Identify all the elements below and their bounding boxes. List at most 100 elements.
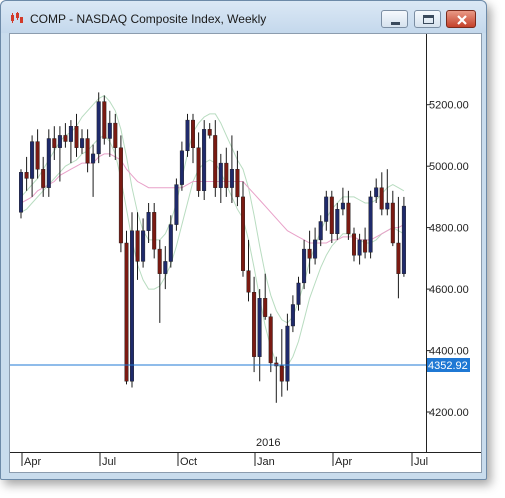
candle-body [68,125,73,142]
candle-body [107,122,112,139]
candle-body [318,221,323,241]
candle-body [196,147,201,191]
candle-body [379,187,384,210]
upper-band-line [20,94,405,324]
candle-body [263,298,268,317]
candle-body [390,202,395,244]
chart-window: COMP - NASDAQ Composite Index, Weekly [0,0,487,480]
close-icon [457,15,467,25]
candle-body [374,187,379,198]
candle-body [290,304,295,327]
candle-body [401,205,406,274]
candle-body [329,196,334,234]
candle-body [63,135,68,142]
candle-body [235,168,240,198]
candle-body [152,212,157,250]
candle-body [279,365,284,382]
candle-body [340,202,345,210]
candle-body [52,138,57,148]
candle-body [368,196,373,253]
y-tick-label: 4800.00 [429,223,469,235]
x-tick-label: Oct [180,456,197,468]
candle-body [335,208,340,234]
y-tick-label: 5000.00 [429,161,469,173]
window-title: COMP - NASDAQ Composite Index, Weekly [30,12,267,26]
candlestick-chart[interactable]: 4352.92 5200.00 5000.00 4800.00 4600.00 4400… [10,34,481,472]
x-tick-label: Apr [335,456,352,468]
candle-body [285,325,290,382]
x-tick-label: Jan [257,456,275,468]
candle-body [207,129,212,136]
candle-body [74,125,79,148]
candle-body [213,135,218,188]
candle-body [274,362,279,367]
candle-body [307,248,312,259]
x-tick-label: Apr [24,456,41,468]
moving-average-bands [20,94,405,370]
candle-body [30,141,35,179]
candle-body [313,239,318,259]
candle-body [146,212,151,231]
chart-panel[interactable]: 4352.92 5200.00 5000.00 4800.00 4600.00 4400… [9,33,482,473]
candle-body [163,261,168,274]
candle-body [96,101,101,155]
minimize-button[interactable] [381,10,408,28]
candle-body [57,135,62,148]
y-tick-label: 4600.00 [429,284,469,296]
candle-body [80,138,85,148]
candle-body [118,147,123,244]
maximize-button[interactable] [414,10,441,28]
year-label: 2016 [256,437,280,449]
candle-body [24,172,29,179]
candle-body [135,230,140,262]
candle-body [185,119,190,151]
candle-body [240,196,245,271]
candles [18,92,406,403]
candle-body [324,196,329,222]
candle-body [190,119,195,148]
candle-body [157,248,162,274]
candle-body [352,233,357,256]
y-tick-label: 4200.00 [429,407,469,419]
current-price-tag [427,358,470,372]
candle-body [229,168,234,188]
close-button[interactable] [446,10,476,28]
plot-area[interactable] [10,34,426,472]
minimize-icon [391,22,400,25]
candle-body [252,292,257,357]
candle-body [129,230,134,382]
candle-body [346,202,351,234]
candle-body [396,242,401,274]
candle-body [46,138,51,188]
candle-body [357,239,362,256]
current-price-marker: 4352.92 [10,358,470,372]
moving-average-line [20,153,405,244]
candle-body [124,242,129,382]
y-tick-label: 5200.00 [429,100,469,112]
y-axis-ticks: 5200.00 5000.00 4800.00 4600.00 4400.00 4200.… [426,100,469,419]
lower-band-line [20,134,405,370]
candlestick-chart-icon [11,12,23,23]
maximize-icon [423,15,434,24]
candle-body [174,184,179,225]
x-axis-ticks: Apr Jul Oct Jan Apr Jul [21,452,428,468]
y-tick-label: 4400.00 [429,346,469,358]
candle-body [91,153,96,164]
candle-body [246,270,251,293]
candle-body [41,168,46,188]
candle-body [102,101,107,139]
x-tick-label: Jul [102,456,116,468]
candle-body [268,316,273,364]
current-price-label: 4352.92 [428,360,468,372]
candle-body [85,138,90,164]
candle-body [179,150,184,185]
candle-body [363,239,368,253]
candle-body [35,141,40,170]
candle-body [385,202,390,210]
title-bar[interactable]: COMP - NASDAQ Composite Index, Weekly [1,1,486,33]
candle-body [257,298,262,357]
candle-body [302,248,307,284]
candle-body [218,162,223,188]
candle-body [296,282,301,305]
candle-body [202,129,207,192]
